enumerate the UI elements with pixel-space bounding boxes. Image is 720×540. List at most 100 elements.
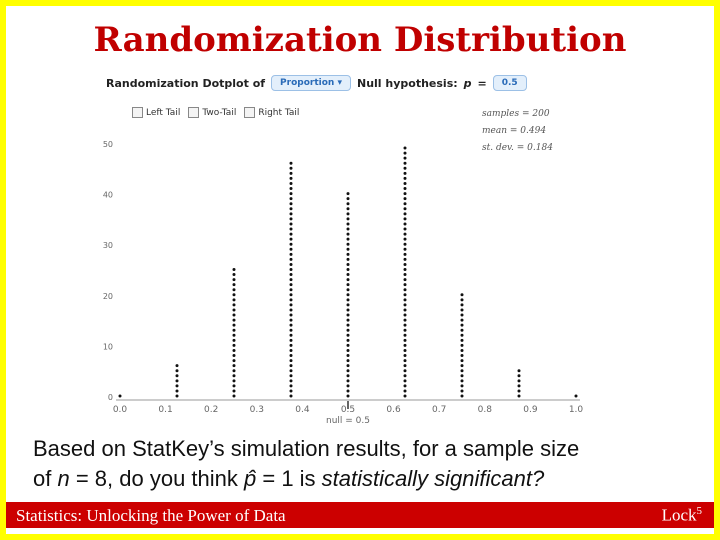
dot <box>346 252 350 256</box>
dot <box>346 288 350 292</box>
dot <box>346 333 350 337</box>
dot <box>403 354 407 358</box>
dot <box>232 303 236 307</box>
dot <box>232 328 236 332</box>
dot <box>460 364 464 368</box>
dot <box>289 181 293 185</box>
dot <box>403 268 407 271</box>
two-tail-checkbox[interactable]: Two-Tail <box>188 107 236 118</box>
dot <box>289 202 293 206</box>
left-tail-checkbox[interactable]: Left Tail <box>132 107 180 118</box>
dot <box>346 192 350 196</box>
q-part-d: statistically significant? <box>321 466 545 491</box>
right-tail-checkbox[interactable]: Right Tail <box>244 107 299 118</box>
dot <box>346 389 350 393</box>
dot <box>289 298 293 302</box>
dot <box>289 293 293 297</box>
dot <box>403 389 407 393</box>
dot <box>517 379 521 383</box>
dot <box>289 283 293 287</box>
dot <box>289 379 293 383</box>
dot <box>232 278 236 282</box>
dot <box>232 273 236 277</box>
dot <box>346 217 350 221</box>
dot <box>460 313 464 317</box>
dot <box>403 323 407 327</box>
dot <box>403 298 407 302</box>
dot <box>289 222 293 226</box>
dot <box>289 217 293 221</box>
dot <box>403 379 407 383</box>
dot <box>346 379 350 383</box>
dot <box>403 394 407 398</box>
dot <box>460 359 464 363</box>
dot <box>289 232 293 236</box>
dot <box>346 384 350 388</box>
dot <box>175 364 179 368</box>
dot <box>403 328 407 332</box>
dot <box>346 222 350 226</box>
x-tick-label: 0.5 <box>341 405 355 415</box>
dot <box>232 318 236 322</box>
dot <box>403 333 407 337</box>
footer-bar: Statistics: Unlocking the Power of Data … <box>6 502 714 528</box>
question-line-1: Based on StatKey’s simulation results, f… <box>33 436 580 461</box>
dot <box>346 242 350 246</box>
x-tick-label: 0.1 <box>158 405 172 415</box>
dot <box>574 394 578 398</box>
null-hypothesis-value-input[interactable]: 0.5 <box>492 75 527 91</box>
dot <box>289 389 293 393</box>
dot <box>460 323 464 327</box>
dot <box>403 176 407 180</box>
x-tick-label: 0.2 <box>204 405 218 415</box>
dot <box>289 262 293 266</box>
dot <box>289 394 293 398</box>
dot <box>460 333 464 337</box>
dot <box>346 318 350 322</box>
dot <box>403 187 407 191</box>
dot <box>403 161 407 165</box>
dot <box>346 293 350 297</box>
null-hypothesis-label: Null hypothesis: <box>356 76 458 90</box>
statistic-dropdown[interactable]: Proportion ▾ <box>271 75 351 91</box>
dot <box>403 242 407 246</box>
null-hypothesis-equals: = <box>477 76 487 90</box>
footer-book-title: Statistics: Unlocking the Power of Data <box>16 506 286 525</box>
dot <box>289 303 293 307</box>
dot <box>232 283 236 287</box>
dot <box>460 318 464 322</box>
dot <box>289 313 293 317</box>
right-tail-label: Right Tail <box>258 107 300 118</box>
dot <box>232 389 236 393</box>
dot <box>460 293 464 297</box>
q-part-c: = 1 is <box>256 466 322 491</box>
dot <box>289 278 293 282</box>
dot <box>460 328 464 332</box>
dot <box>175 389 179 393</box>
dot <box>460 298 464 302</box>
q-part-a: of <box>33 466 58 491</box>
x-tick-label: 0.7 <box>432 405 446 415</box>
dot <box>175 394 179 398</box>
checkbox-icon <box>132 107 143 118</box>
dot <box>289 176 293 180</box>
slide-title: Randomization Distribution <box>93 20 627 60</box>
dot <box>403 171 407 175</box>
dot <box>403 222 407 226</box>
dotplot-header-label: Randomization Dotplot of <box>106 76 266 90</box>
dot <box>403 217 407 221</box>
dot <box>403 197 407 201</box>
dot <box>460 384 464 388</box>
dot <box>403 273 407 277</box>
dot <box>403 364 407 368</box>
dot <box>289 323 293 327</box>
null-marker-label: null = 0.5 <box>326 416 370 426</box>
dot <box>403 252 407 256</box>
dot <box>460 374 464 378</box>
dot <box>232 364 236 368</box>
dot <box>289 328 293 332</box>
dot <box>517 394 521 398</box>
dot <box>403 151 407 155</box>
dot <box>346 369 350 373</box>
dot <box>232 298 236 302</box>
